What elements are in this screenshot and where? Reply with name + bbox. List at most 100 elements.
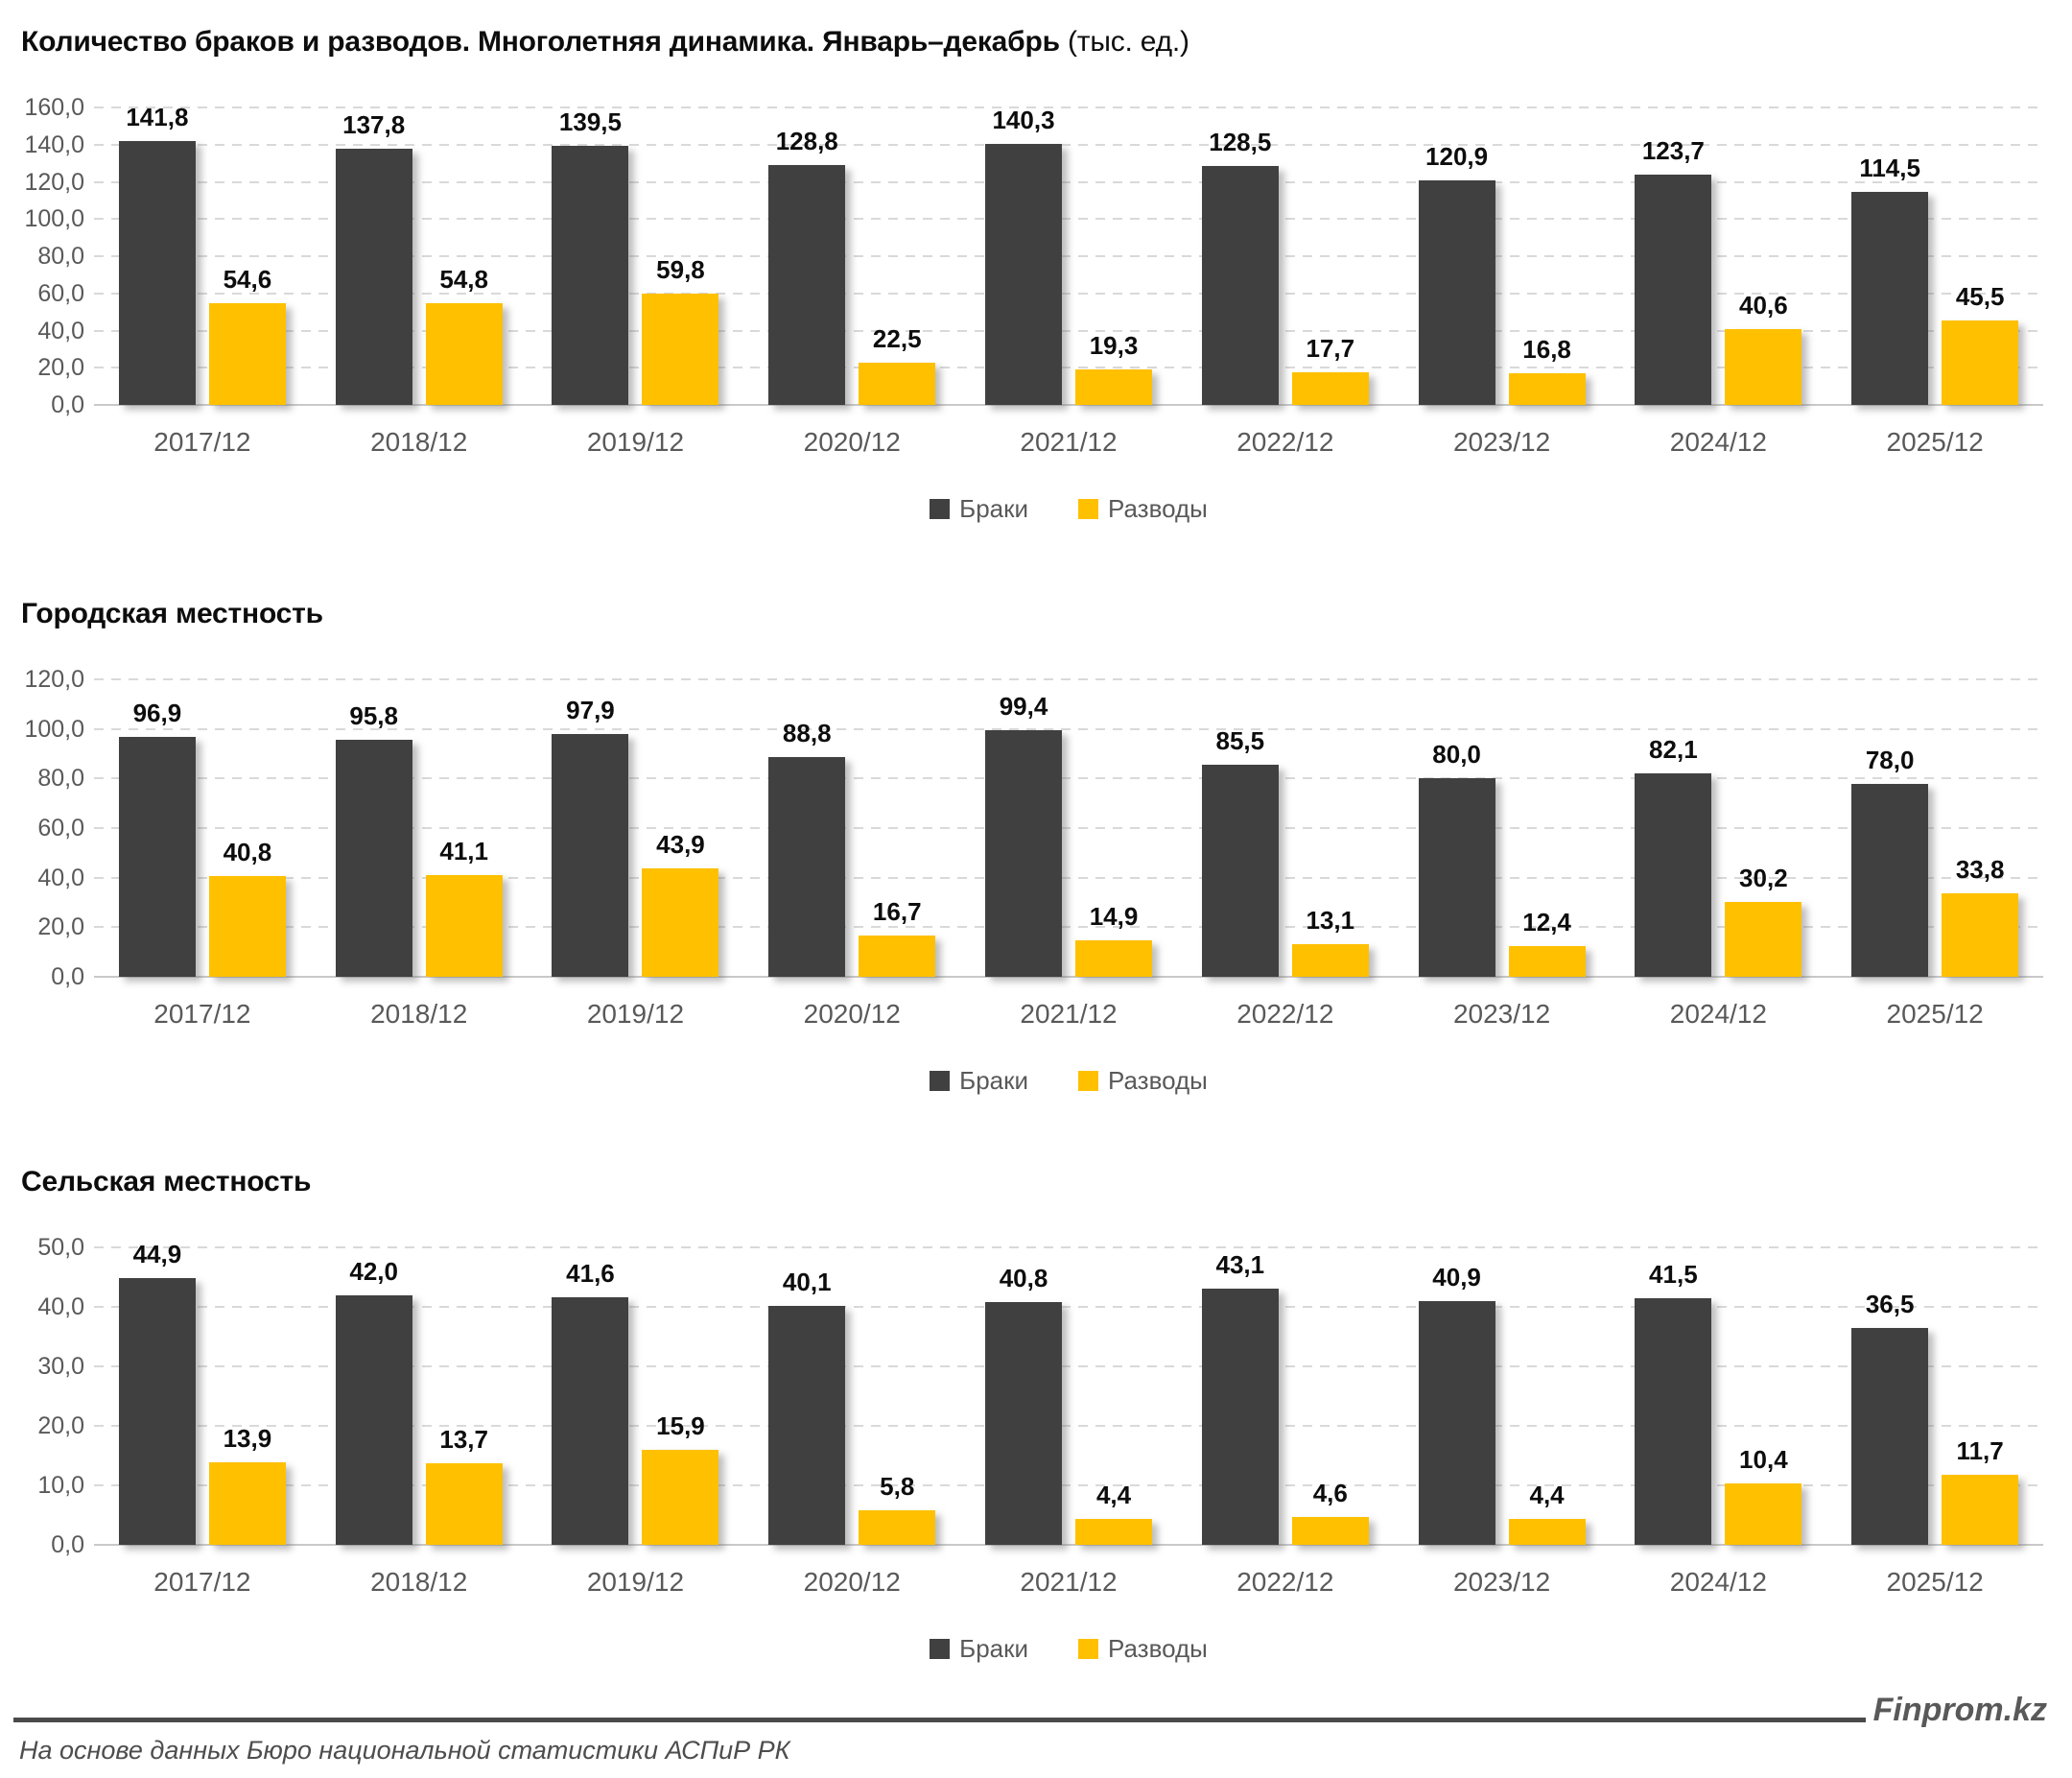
bar-value-label: 59,8 xyxy=(656,255,705,285)
legend-item-marriages: Браки xyxy=(930,494,1028,524)
bar-group: 36,5 11,7 xyxy=(1826,1247,2043,1545)
marriages-bar xyxy=(985,144,1063,405)
gridline xyxy=(94,367,2043,369)
x-axis-category-label: 2021/12 xyxy=(1020,999,1118,1029)
bar-wrap: 40,1 xyxy=(768,1247,846,1545)
gridline xyxy=(94,1484,2043,1486)
divorces-bar xyxy=(208,875,286,977)
bar-group: 85,5 13,1 xyxy=(1177,679,1394,977)
gridline xyxy=(94,1365,2043,1367)
bar-wrap: 19,3 xyxy=(1075,107,1153,405)
bar-group: 123,7 40,6 xyxy=(1610,107,1826,405)
bar-value-label: 30,2 xyxy=(1739,863,1788,892)
divorces-bar xyxy=(859,363,936,405)
gridline xyxy=(94,107,2043,108)
bar-group: 99,4 14,9 xyxy=(960,679,1177,977)
marriages-bar xyxy=(1418,179,1495,405)
y-axis: 0,0 20,0 40,0 60,0 80,0 100,0 120,0 xyxy=(13,666,94,990)
y-axis-tick-label: 40,0 xyxy=(37,1293,84,1320)
x-axis-category-label: 2025/12 xyxy=(1886,1567,1984,1597)
legend-swatch-icon xyxy=(1078,1638,1099,1659)
footer-rule-row: Finprom.kz xyxy=(13,1693,2053,1727)
legend: Браки Разводы xyxy=(94,493,2043,524)
x-axis-category-label: 2017/12 xyxy=(153,999,251,1029)
bar-value-label: 96,9 xyxy=(132,698,182,727)
bar-wrap: 45,5 xyxy=(1942,107,2019,405)
divorces-bar xyxy=(1508,945,1586,977)
divorces-bar xyxy=(1942,320,2019,405)
y-axis-tick-label: 20,0 xyxy=(37,913,84,941)
bar-wrap: 17,7 xyxy=(1291,107,1369,405)
marriages-bar xyxy=(1851,192,1929,405)
gridline xyxy=(94,827,2043,829)
bar-wrap: 22,5 xyxy=(859,107,936,405)
bar-value-label: 95,8 xyxy=(349,700,398,730)
divorces-bar xyxy=(1291,944,1369,977)
footer-divider-line xyxy=(13,1718,1866,1722)
chart-title: Количество браков и разводов. Многолетня… xyxy=(21,25,2053,59)
bar-wrap: 44,9 xyxy=(118,1240,196,1545)
bar-group: 141,8 54,6 xyxy=(94,103,311,405)
divorces-bar xyxy=(1075,939,1153,977)
chart-title: Городская местность xyxy=(21,597,2053,631)
bar-value-label: 15,9 xyxy=(656,1411,705,1441)
chart-title-units: (тыс. ед.) xyxy=(1059,26,1189,58)
plot-area: 44,9 13,9 42,0 13,7 41,6 15,9 40,1 5,8 40,8 4,4 43… xyxy=(94,1240,2043,1546)
bar-wrap: 128,5 xyxy=(1201,107,1279,405)
bar-wrap: 11,7 xyxy=(1942,1247,2019,1545)
divorces-bar xyxy=(859,935,936,977)
bar-wrap: 95,8 xyxy=(335,679,412,977)
bar-wrap: 96,9 xyxy=(118,679,196,977)
bar-value-label: 41,1 xyxy=(439,836,488,865)
bar-value-label: 10,4 xyxy=(1739,1444,1788,1474)
section-spacer xyxy=(13,1096,2053,1165)
divorces-bar xyxy=(425,302,503,405)
x-axis-category-label: 2019/12 xyxy=(586,999,685,1029)
divorces-bar xyxy=(1725,901,1802,977)
chart-body: 0,0 20,0 40,0 60,0 80,0 100,0 120,0 140,0 160,0 … xyxy=(13,94,2053,524)
legend-label: Браки xyxy=(959,1633,1029,1663)
bar-value-label: 43,9 xyxy=(656,829,705,859)
marriages-bar xyxy=(1635,772,1712,977)
divorces-bar xyxy=(1725,1482,1802,1545)
x-axis-category-label: 2024/12 xyxy=(1669,427,1767,457)
marriages-bar xyxy=(1635,175,1712,405)
bar-group: 40,9 4,4 xyxy=(1394,1247,1611,1545)
divorces-bar xyxy=(1508,1518,1586,1545)
x-axis-category-label: 2020/12 xyxy=(803,999,901,1029)
gridline xyxy=(94,218,2043,221)
x-axis-category-label: 2018/12 xyxy=(370,427,468,457)
gridline xyxy=(94,1246,2043,1248)
bar-groups: 44,9 13,9 42,0 13,7 41,6 15,9 40,1 5,8 40,8 4,4 43… xyxy=(94,1240,2043,1545)
gridline xyxy=(94,678,2043,680)
bar-group: 139,5 59,8 xyxy=(528,107,744,405)
marriages-bar xyxy=(118,1277,196,1545)
bar-value-label: 19,3 xyxy=(1089,330,1139,360)
divorces-bar xyxy=(1291,1517,1369,1545)
chart-title: Сельская местность xyxy=(21,1165,2053,1199)
marriages-bar xyxy=(118,141,196,405)
bar-value-label: 78,0 xyxy=(1865,745,1915,774)
chart-title-main: Городская местность xyxy=(21,598,323,629)
bar-wrap: 13,9 xyxy=(208,1247,286,1545)
y-axis-tick-label: 0,0 xyxy=(51,391,84,418)
x-axis-category-label: 2021/12 xyxy=(1020,1567,1118,1597)
bar-value-label: 141,8 xyxy=(126,103,189,132)
bar-wrap: 97,9 xyxy=(552,679,629,977)
marriages-bar xyxy=(1418,778,1495,977)
plot-column: 44,9 13,9 42,0 13,7 41,6 15,9 40,1 5,8 40,8 4,4 43… xyxy=(94,1240,2053,1664)
x-axis-category-label: 2023/12 xyxy=(1452,999,1551,1029)
bar-value-label: 139,5 xyxy=(558,107,622,136)
y-axis-tick-label: 10,0 xyxy=(37,1472,84,1499)
bar-wrap: 30,2 xyxy=(1725,679,1802,977)
legend-item-marriages: Браки xyxy=(930,1066,1028,1096)
bar-value-label: 120,9 xyxy=(1425,141,1489,171)
bar-wrap: 41,6 xyxy=(552,1247,629,1545)
brand-logo: Finprom.kz xyxy=(1872,1692,2047,1728)
marriages-bar xyxy=(1201,765,1279,977)
marriages-bar xyxy=(552,145,629,405)
bar-wrap: 54,6 xyxy=(208,107,286,405)
x-axis-category-label: 2020/12 xyxy=(803,1567,901,1597)
bar-wrap: 42,0 xyxy=(335,1247,412,1545)
y-axis: 0,0 10,0 20,0 30,0 40,0 50,0 xyxy=(13,1234,94,1558)
